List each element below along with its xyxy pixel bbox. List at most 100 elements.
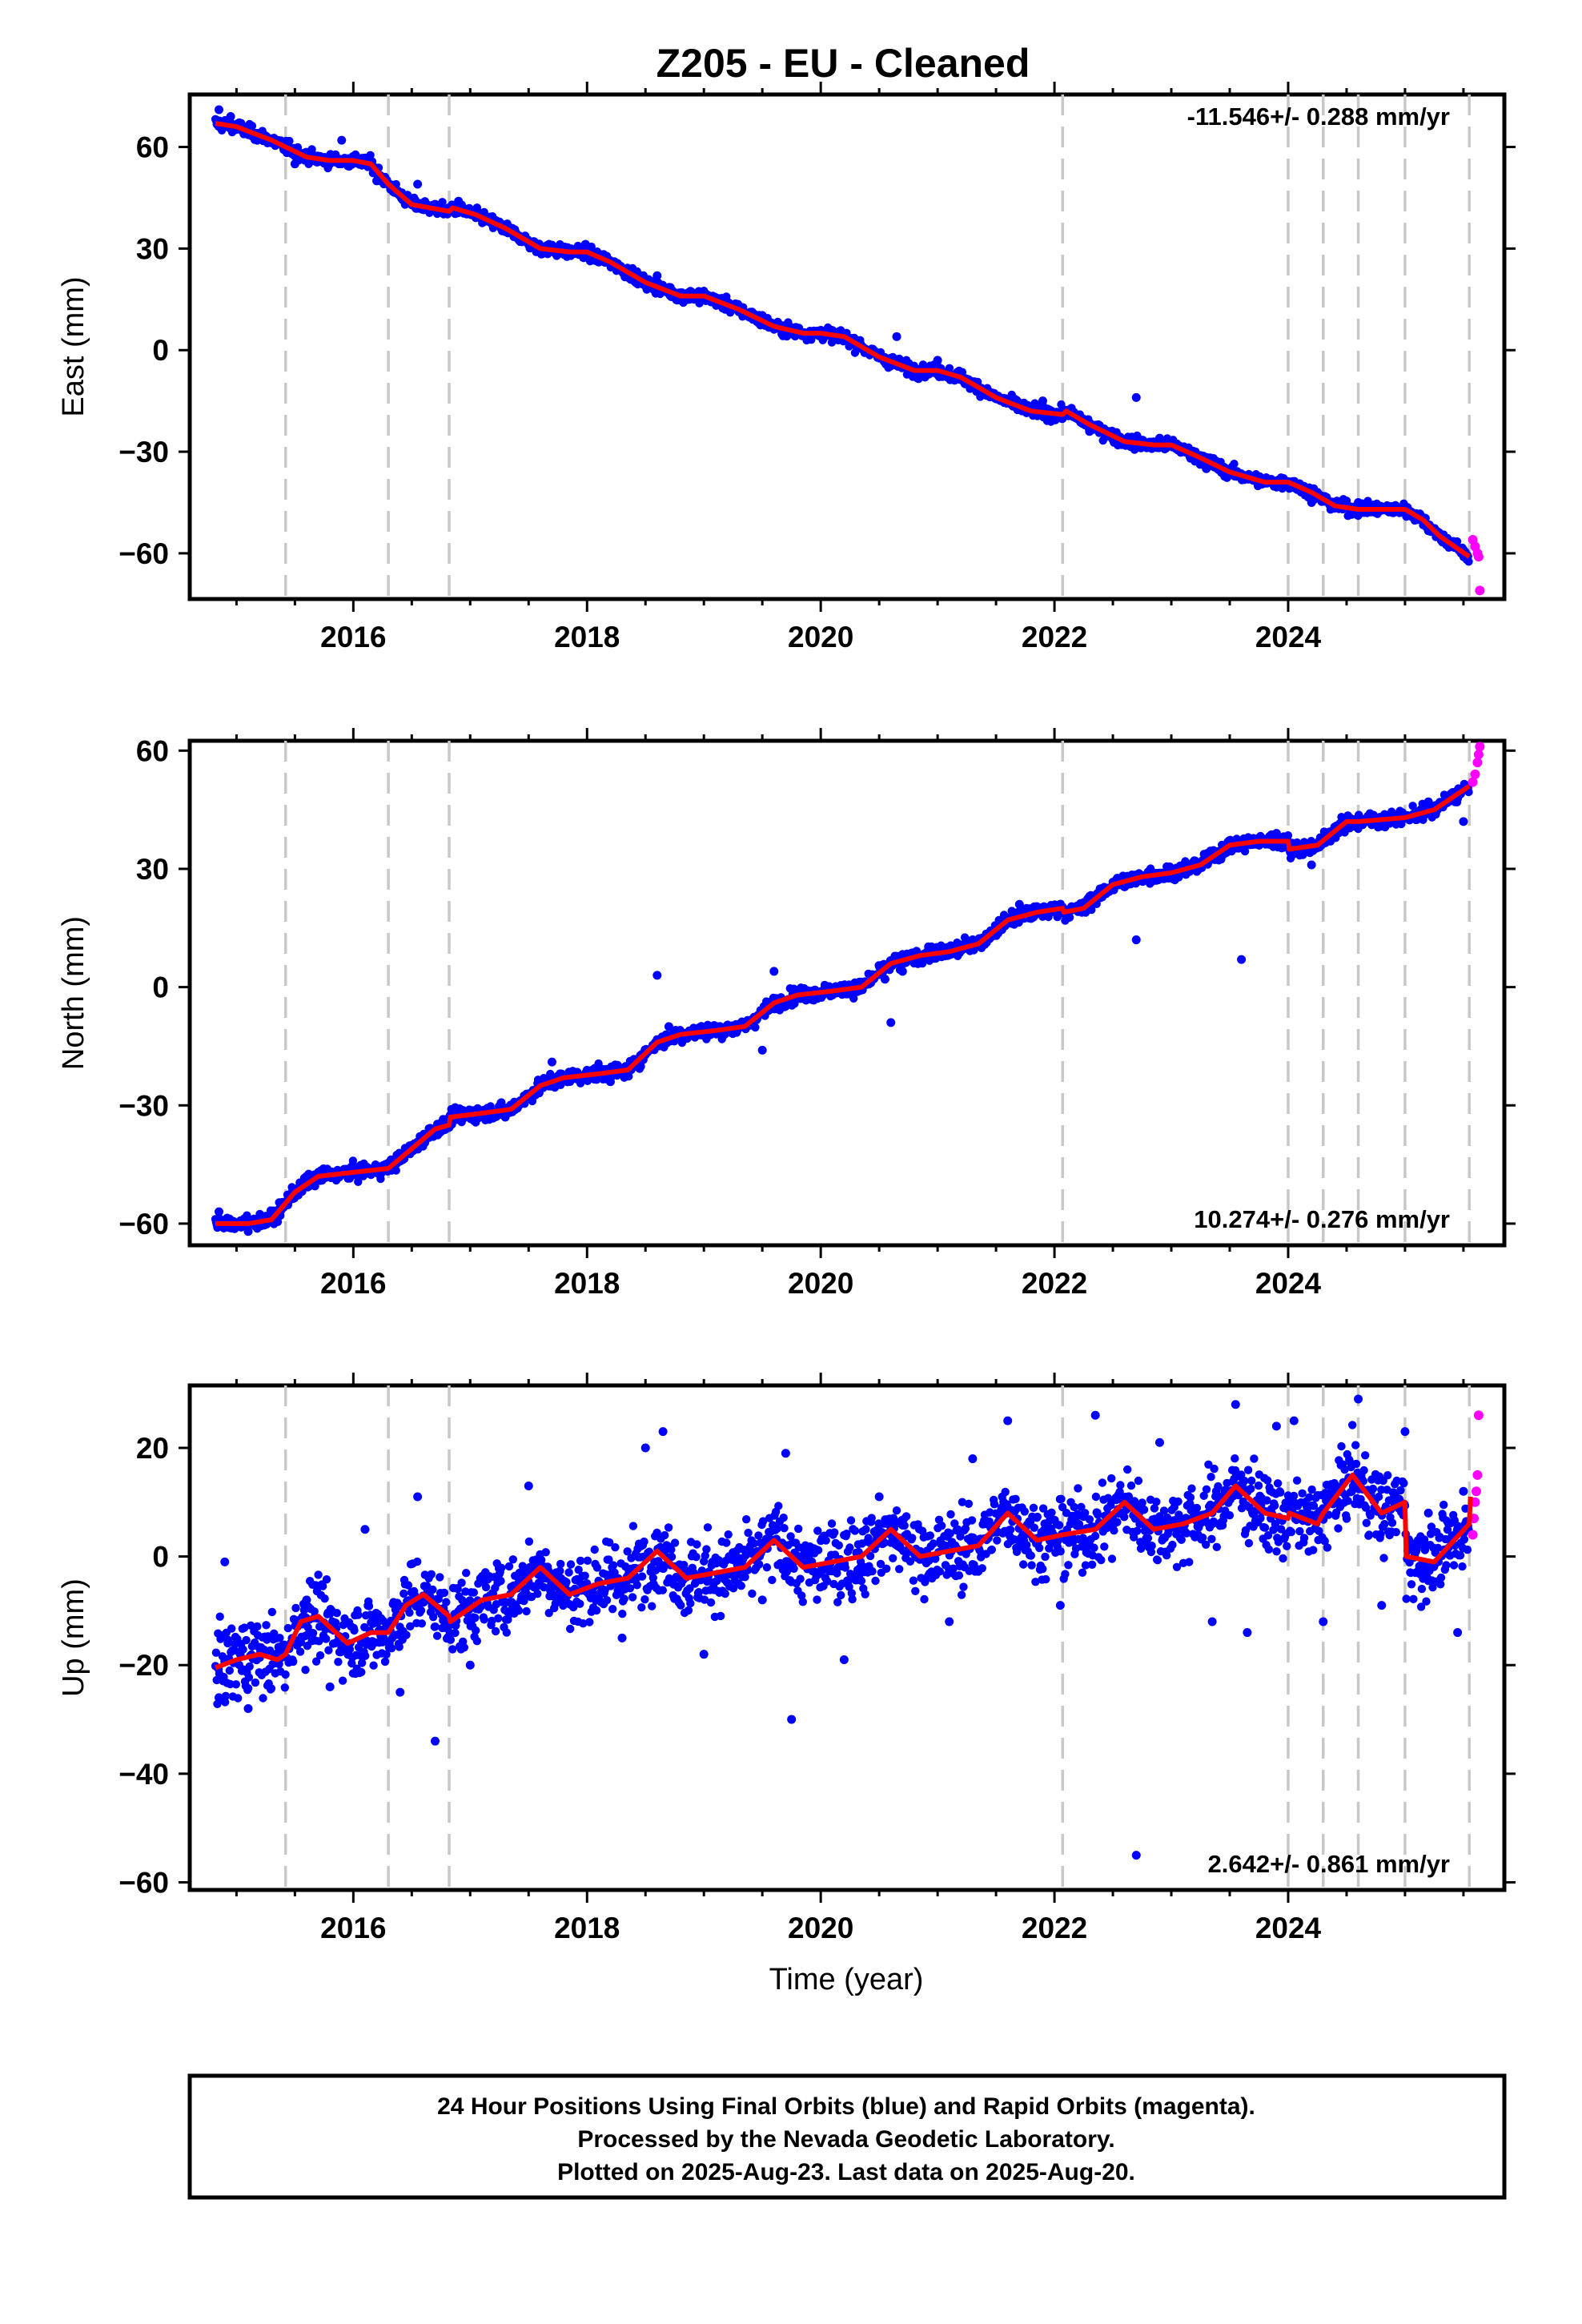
final-orbit-point	[749, 1539, 758, 1548]
final-orbit-point	[1459, 817, 1468, 826]
final-orbit-point	[524, 1537, 534, 1546]
final-orbit-point	[566, 1624, 575, 1634]
final-orbit-point	[369, 1661, 378, 1670]
x-tick-label: 2024	[1255, 1267, 1322, 1300]
final-orbit-point	[224, 1635, 233, 1645]
x-tick-label: 2020	[788, 1267, 853, 1300]
final-orbit-point	[494, 1614, 503, 1623]
final-orbit-point	[402, 1630, 411, 1639]
final-orbit-point	[664, 1022, 673, 1031]
final-orbit-point	[508, 1555, 517, 1564]
final-orbit-point	[502, 1628, 511, 1637]
final-orbit-point	[311, 1657, 321, 1666]
final-orbit-point	[283, 1623, 292, 1633]
final-orbit-point	[338, 1676, 347, 1685]
final-orbit-point	[308, 1629, 318, 1638]
final-orbit-point	[337, 135, 347, 145]
final-orbit-point	[469, 1588, 478, 1597]
final-orbit-point	[380, 1657, 390, 1667]
final-orbit-point	[620, 1594, 628, 1603]
rapid-orbit-point	[1473, 552, 1484, 562]
y-axis-label: North (mm)	[57, 916, 90, 1070]
final-orbit-point	[652, 271, 662, 280]
x-tick-label: 2022	[1022, 621, 1087, 653]
y-tick-label: 60	[136, 131, 169, 164]
final-orbit-point	[624, 1072, 633, 1081]
final-orbit-point	[701, 1551, 709, 1560]
final-orbit-point	[405, 1608, 414, 1617]
velocity-annotation: -11.546+/- 0.288 mm/yr	[1187, 103, 1450, 131]
final-orbit-point	[958, 368, 967, 376]
final-orbit-point	[247, 122, 257, 131]
final-orbit-point	[562, 1578, 571, 1586]
final-orbit-point	[472, 1637, 481, 1646]
final-orbit-point	[677, 1601, 685, 1610]
x-tick-label: 2018	[554, 621, 620, 653]
rapid-orbit-point	[1475, 742, 1485, 752]
model-fit-line	[215, 120, 1471, 559]
final-orbit-point	[372, 176, 382, 186]
final-orbit-point	[322, 1634, 331, 1643]
final-orbit-point	[1085, 891, 1094, 901]
final-orbit-point	[945, 364, 954, 372]
y-tick-label: −60	[118, 537, 169, 570]
final-orbit-point	[886, 1018, 896, 1027]
final-orbit-point	[243, 1227, 253, 1236]
final-orbit-point	[454, 196, 464, 206]
final-orbit-point	[648, 1574, 657, 1582]
final-orbit-point	[438, 198, 447, 207]
final-orbit-point	[716, 1611, 725, 1621]
final-orbit-point	[556, 1566, 564, 1575]
final-orbit-point	[544, 1609, 553, 1618]
final-orbit-point	[291, 1603, 300, 1613]
final-orbit-point	[658, 1586, 667, 1594]
final-orbit-point	[225, 1666, 234, 1675]
final-orbit-point	[611, 1543, 620, 1552]
final-orbit-point	[574, 1566, 583, 1574]
final-orbit-point	[400, 1589, 408, 1598]
final-orbit-point	[1307, 860, 1316, 870]
final-orbit-point	[636, 1062, 645, 1072]
final-orbit-point	[737, 1582, 745, 1590]
final-orbit-point	[251, 1678, 260, 1687]
final-orbit-point	[416, 1606, 426, 1615]
final-orbit-point	[345, 1645, 355, 1654]
x-tick-label: 2022	[1022, 1267, 1087, 1300]
final-orbit-point	[640, 1595, 649, 1604]
final-orbit-point	[391, 1166, 400, 1175]
final-orbit-point	[234, 1694, 243, 1703]
final-orbit-point	[700, 1595, 709, 1604]
final-orbit-point	[431, 1622, 440, 1631]
final-orbit-point	[664, 1523, 673, 1532]
final-orbit-point	[592, 1606, 601, 1615]
final-orbit-point	[382, 1650, 391, 1659]
final-orbit-point	[1038, 396, 1047, 406]
final-orbit-point	[429, 1613, 438, 1622]
final-orbit-point	[640, 1537, 648, 1546]
final-orbit-point	[605, 1077, 615, 1087]
final-orbit-point	[1307, 497, 1316, 507]
final-orbit-point	[564, 1568, 573, 1577]
final-orbit-point	[706, 1598, 716, 1607]
final-orbit-point	[566, 1560, 576, 1569]
final-orbit-point	[667, 1545, 676, 1554]
final-orbit-point	[605, 1538, 614, 1547]
final-orbit-point	[1354, 497, 1363, 507]
final-orbit-point	[754, 1531, 763, 1540]
final-orbit-point	[652, 971, 662, 980]
final-orbit-point	[214, 105, 223, 115]
final-orbit-point	[618, 1610, 627, 1618]
final-orbit-point	[1464, 557, 1473, 566]
final-orbit-point	[576, 1599, 584, 1608]
final-orbit-point	[748, 1589, 757, 1598]
final-orbit-point	[1085, 427, 1094, 436]
rapid-orbit-point	[1475, 585, 1485, 596]
final-orbit-point	[703, 1523, 713, 1532]
final-orbit-point	[1452, 537, 1462, 546]
final-orbit-point	[413, 179, 423, 189]
final-orbit-point	[880, 975, 889, 984]
final-orbit-point	[769, 967, 779, 976]
final-orbit-point	[427, 1570, 436, 1579]
final-orbit-point	[623, 1547, 632, 1556]
model-fit-line	[215, 784, 1471, 1226]
